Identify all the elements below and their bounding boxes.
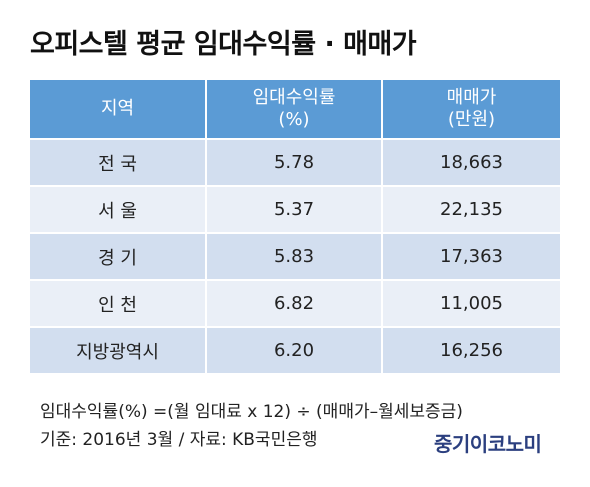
yield-cell: 5.37 [205, 185, 382, 233]
price-cell: 17,363 [381, 232, 560, 280]
price-cell: 16,256 [381, 326, 560, 373]
price-cell: 22,135 [381, 185, 560, 233]
table-row: 지방광역시 6.20 16,256 [30, 326, 560, 373]
yield-cell: 5.78 [205, 138, 382, 186]
yield-cell: 5.83 [205, 232, 382, 280]
yield-price-table: 지역 임대수익률 (%) 매매가 (만원) 전 국 5.78 18,663 서 … [30, 80, 560, 373]
yield-cell: 6.20 [205, 326, 382, 373]
region-cell: 서 울 [30, 185, 206, 233]
column-header-yield-label: 임대수익률 [252, 87, 336, 108]
region-cell: 전 국 [30, 138, 206, 186]
source-note: 기준: 2016년 3월 / 자료: KB국민은행 [40, 430, 318, 450]
column-header-region-label: 지역 [100, 98, 135, 119]
column-header-yield: 임대수익률 (%) [205, 80, 382, 139]
formula-note: 임대수익률(%) =(월 임대료 x 12) ÷ (매매가–월세보증금) [40, 402, 463, 422]
table-row: 인 천 6.82 11,005 [30, 279, 560, 327]
price-cell: 11,005 [381, 279, 560, 327]
region-cell: 지방광역시 [30, 326, 206, 373]
column-header-region: 지역 [30, 80, 206, 139]
column-header-price-unit: (만원) [447, 109, 496, 130]
table-row: 경 기 5.83 17,363 [30, 232, 560, 280]
region-cell: 인 천 [30, 279, 206, 327]
table-header-row: 지역 임대수익률 (%) 매매가 (만원) [30, 80, 560, 139]
price-cell: 18,663 [381, 138, 560, 186]
page-title: 오피스텔 평균 임대수익률 · 매매가 [30, 29, 417, 60]
table-row: 전 국 5.78 18,663 [30, 138, 560, 186]
column-header-price: 매매가 (만원) [381, 80, 560, 139]
table-row: 서 울 5.37 22,135 [30, 185, 560, 233]
yield-cell: 6.82 [205, 279, 382, 327]
publisher-logo: 중기이코노미 [434, 432, 542, 456]
column-header-price-label: 매매가 [446, 87, 497, 108]
column-header-yield-unit: (%) [278, 109, 310, 130]
region-cell: 경 기 [30, 232, 206, 280]
